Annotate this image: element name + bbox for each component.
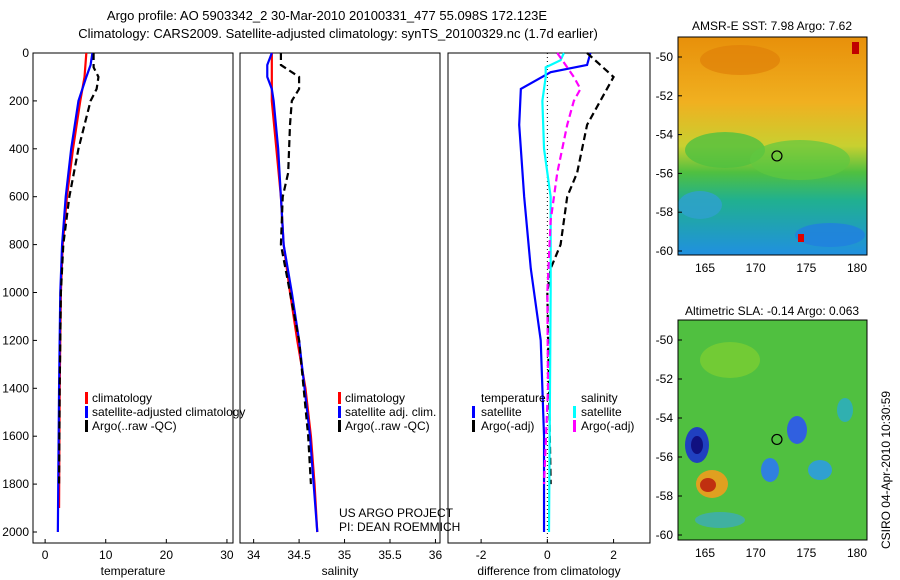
map-y-tick-label: -58 <box>656 489 674 503</box>
series-line-salinity-argo-adj- <box>542 52 582 485</box>
plot-frame <box>239 52 441 544</box>
x-tick-label: 34.5 <box>287 548 311 562</box>
difference-legend: temperature salinity satellite Argo(-adj… <box>472 391 634 433</box>
series-line-temperature-satellite <box>518 52 592 532</box>
argo-float-position-marker <box>771 150 783 162</box>
map-y-tick-label: -52 <box>656 372 674 386</box>
map-y-tick-label: -56 <box>656 450 674 464</box>
temperature-legend: climatology satellite-adjusted climatolo… <box>85 391 245 433</box>
x-tick-label: 35.5 <box>378 548 402 562</box>
credit-pi: PI: DEAN ROEMMICH <box>339 520 460 534</box>
map-y-tick-label: -50 <box>656 333 674 347</box>
map-x-tick-label: 170 <box>746 261 766 275</box>
y-tick-label: 0 <box>22 46 29 60</box>
argo-float-position-marker <box>771 433 783 446</box>
map-x-tick-label: 170 <box>746 546 766 560</box>
legend-label: climatology <box>92 391 152 405</box>
plot-frame <box>32 52 234 544</box>
sst-map: 165 170 175 180 -50 -52 -54 -56 -58 -60 <box>656 36 868 275</box>
title-line-1: Argo profile: AO 5903342_2 30-Mar-2010 2… <box>107 8 548 23</box>
x-tick-label: 34 <box>247 548 261 562</box>
map-y-tick-label: -56 <box>656 166 674 180</box>
series-line-argo-raw-qc- <box>57 53 100 485</box>
y-tick-label: 400 <box>9 142 29 156</box>
map-y-tick-label: -60 <box>656 244 674 258</box>
plot-frame <box>447 52 651 544</box>
series-line-climatology <box>57 52 88 509</box>
x-tick-label: 35 <box>338 548 352 562</box>
y-tick-label: 1000 <box>2 286 29 300</box>
sst-map-title: AMSR-E SST: 7.98 Argo: 7.62 <box>692 19 852 33</box>
map-y-tick-label: -54 <box>656 128 674 142</box>
csiro-stamp: CSIRO 04-Apr-2010 10:30:59 <box>879 391 893 549</box>
x-axis-label: temperature <box>101 564 166 578</box>
legend-label: Argo(-adj) <box>581 419 634 433</box>
map-x-tick-label: 175 <box>796 546 816 560</box>
map-y-tick-label: -60 <box>656 528 674 542</box>
y-tick-label: 1400 <box>2 381 29 395</box>
map-x-tick-label: 165 <box>695 261 715 275</box>
title-line-2: Climatology: CARS2009. Satellite-adjuste… <box>78 26 598 41</box>
y-tick-label: 1200 <box>2 333 29 347</box>
y-tick-label: 1800 <box>2 477 29 491</box>
series-line-temperature-argo-adj- <box>546 52 615 485</box>
x-axis-label: salinity <box>322 564 359 578</box>
y-tick-label: 1600 <box>2 429 29 443</box>
legend-label: Argo(..raw -QC) <box>345 419 430 433</box>
map-y-tick-label: -58 <box>656 205 674 219</box>
map-frame <box>677 319 868 541</box>
y-tick-label: 600 <box>9 190 29 204</box>
credit-project: US ARGO PROJECT <box>339 506 454 520</box>
y-tick-label: 2000 <box>2 525 29 539</box>
x-tick-label: 2 <box>610 548 617 562</box>
salinity-legend: climatology satellite adj. clim. Argo(..… <box>338 391 436 433</box>
series-line-argo-raw-qc- <box>279 53 313 485</box>
map-y-tick-label: -50 <box>656 50 674 64</box>
sla-map-title: Altimetric SLA: -0.14 Argo: 0.063 <box>685 304 859 318</box>
map-x-tick-label: 180 <box>847 261 867 275</box>
map-x-tick-label: 165 <box>695 546 715 560</box>
x-tick-label: 0 <box>544 548 551 562</box>
sla-map: 165 170 175 180 -50 -52 -54 -56 -58 -60 <box>656 319 868 560</box>
series-line-satellite-adjusted-climatology <box>56 52 94 533</box>
x-tick-label: -2 <box>476 548 487 562</box>
x-tick-label: 30 <box>220 548 234 562</box>
salinity-panel: 34 34.5 35 35.5 36 salinity <box>239 52 443 578</box>
difference-panel: -2 0 2 difference from climatology <box>447 52 651 578</box>
map-y-tick-label: -52 <box>656 89 674 103</box>
legend-header: salinity <box>581 391 618 405</box>
y-tick-label: 200 <box>9 94 29 108</box>
legend-label: satellite adj. clim. <box>345 405 436 419</box>
series-line-salinity-satellite <box>541 52 565 533</box>
temperature-panel: 0 10 20 30 temperature 0 200 400 600 800 1000 1200 1… <box>2 46 234 578</box>
legend-label: satellite-adjusted climatology <box>92 405 245 419</box>
y-tick-label: 800 <box>9 238 29 252</box>
x-axis-label: difference from climatology <box>477 564 620 578</box>
map-x-tick-label: 175 <box>796 261 816 275</box>
legend-label: satellite <box>481 405 522 419</box>
x-tick-label: 36 <box>429 548 443 562</box>
x-tick-label: 0 <box>42 548 49 562</box>
legend-label: Argo(-adj) <box>481 419 534 433</box>
map-frame <box>677 36 868 256</box>
legend-header: temperature <box>481 391 546 405</box>
x-tick-label: 20 <box>160 548 174 562</box>
legend-label: satellite <box>581 405 622 419</box>
map-y-tick-label: -54 <box>656 411 674 425</box>
x-tick-label: 10 <box>99 548 113 562</box>
legend-label: climatology <box>345 391 405 405</box>
map-x-tick-label: 180 <box>847 546 867 560</box>
legend-label: Argo(..raw -QC) <box>92 419 177 433</box>
